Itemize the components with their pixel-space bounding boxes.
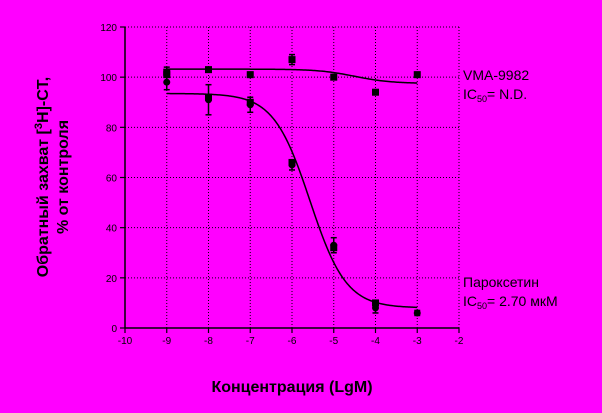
data-point-square — [205, 93, 212, 101]
legend-vma-ic50: IC50= N.D. — [463, 86, 527, 104]
y-tick-label: 100 — [100, 73, 117, 84]
tick-labels: -10 -9 -8 -7 -6 -5 -4 -3 -2 0 20 40 60 80 100 120 — [100, 23, 464, 347]
data-point-circle — [413, 309, 421, 317]
data-point-square — [246, 98, 254, 106]
x-tick-label: -8 — [204, 336, 213, 347]
legend-vma-ic50-sub: 50 — [477, 94, 487, 104]
legend-paroxetine-ic50: IC50= 2.70 мкМ — [463, 293, 558, 311]
data-point-square — [330, 73, 338, 81]
y-axis-title-line2: % от контроля — [55, 120, 72, 234]
legend-paroxetine-ic50-prefix: IC — [463, 293, 477, 309]
x-tick-label: -7 — [246, 336, 255, 347]
y-tick-label: 80 — [106, 123, 118, 134]
y-tick-label: 40 — [106, 224, 118, 235]
x-tick-label: -9 — [162, 336, 171, 347]
data-point-square — [372, 299, 379, 307]
legend-vma-ic50-prefix: IC — [463, 86, 477, 102]
data-point-circle — [163, 78, 171, 86]
y-tick-label: 20 — [106, 274, 118, 285]
y-axis-title: Обратный захват [3H]-CT, % от контроля — [33, 77, 72, 277]
y-axis-title-line1: Обратный захват [3H]-CT, — [33, 77, 52, 277]
x-tick-label: -5 — [329, 336, 338, 347]
data-point-square — [330, 244, 338, 252]
x-tick-label: -10 — [118, 336, 133, 347]
y-axis-title-superscript: 3 — [33, 123, 45, 129]
legend-vma-ic50-value: = N.D. — [487, 86, 527, 102]
legend-vma: VMA-9982 IC50= N.D. — [463, 67, 529, 104]
data-point-square — [205, 66, 212, 74]
y-tick-label: 120 — [100, 23, 117, 34]
y-tick-label: 0 — [111, 324, 117, 335]
x-tick-label: -3 — [413, 336, 422, 347]
data-point-square — [163, 71, 171, 79]
y-axis-title-part2: H]-CT, — [35, 77, 52, 123]
legend-paroxetine: Пароксетин IC50= 2.70 мкМ — [463, 274, 558, 311]
x-tick-label: -4 — [371, 336, 380, 347]
data-point-square — [372, 88, 379, 96]
data-point-square — [246, 71, 254, 79]
data-point-square — [288, 56, 296, 64]
legend-paroxetine-name: Пароксетин — [463, 274, 539, 290]
x-tick-label: -2 — [455, 336, 464, 347]
x-tick-label: -6 — [288, 336, 297, 347]
legend-vma-name: VMA-9982 — [463, 67, 529, 83]
legend-paroxetine-ic50-sub: 50 — [477, 301, 487, 311]
y-axis-title-part1: Обратный захват [ — [35, 128, 52, 277]
x-axis-title: Концентрация (LgM) — [211, 379, 372, 396]
y-tick-label: 60 — [106, 174, 118, 185]
data-points — [163, 53, 421, 317]
axes — [120, 26, 460, 333]
grid — [125, 26, 460, 328]
data-point-square — [413, 71, 421, 79]
legend-paroxetine-ic50-value: = 2.70 мкМ — [487, 293, 558, 309]
data-point-square — [288, 158, 296, 166]
